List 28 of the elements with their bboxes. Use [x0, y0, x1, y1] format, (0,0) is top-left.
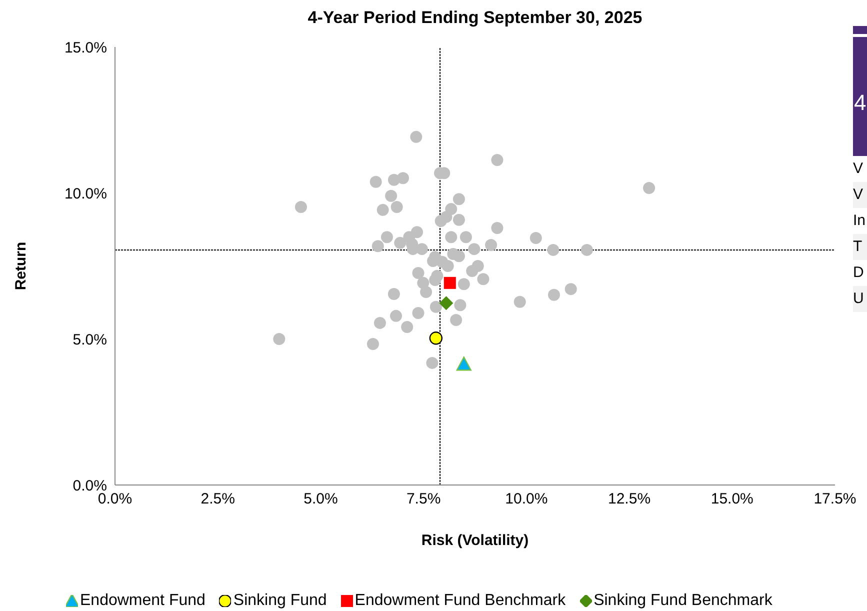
x-tick-label: 2.5% [200, 490, 235, 508]
legend-label: Sinking Fund Benchmark [594, 592, 772, 610]
x-tick-label: 17.5% [814, 490, 856, 508]
text: V [853, 182, 867, 208]
x-tick-label: 15.0% [710, 490, 754, 508]
y-tick-label: 10.0% [64, 185, 107, 202]
point [429, 332, 443, 345]
x-axis-title: Risk (Volatility) [421, 532, 529, 549]
y-tick-label: 15.0% [64, 39, 107, 56]
legend-label: Endowment Fund Benchmark [354, 592, 566, 610]
text: T [853, 234, 867, 260]
text: U [853, 286, 867, 312]
y-axis-title: Return [12, 242, 30, 290]
legend-label: Endowment Fund [80, 592, 206, 610]
chart-title: 4-Year Period Ending September 30, 2025 [306, 8, 644, 28]
text: D [853, 260, 867, 286]
point [439, 296, 454, 310]
x-tick-label: 7.5% [406, 490, 441, 508]
legend-label: Sinking Fund [233, 592, 327, 610]
x-tick-label: 10.0% [505, 490, 548, 508]
x-tick-label: 5.0% [304, 490, 338, 508]
x-tick-label: 12.5% [608, 490, 651, 508]
point [444, 276, 456, 289]
y-tick-label: 5.0% [72, 331, 107, 348]
text: In [853, 208, 867, 234]
point [456, 356, 472, 371]
text: V [853, 156, 867, 182]
text: 4 [854, 90, 866, 116]
